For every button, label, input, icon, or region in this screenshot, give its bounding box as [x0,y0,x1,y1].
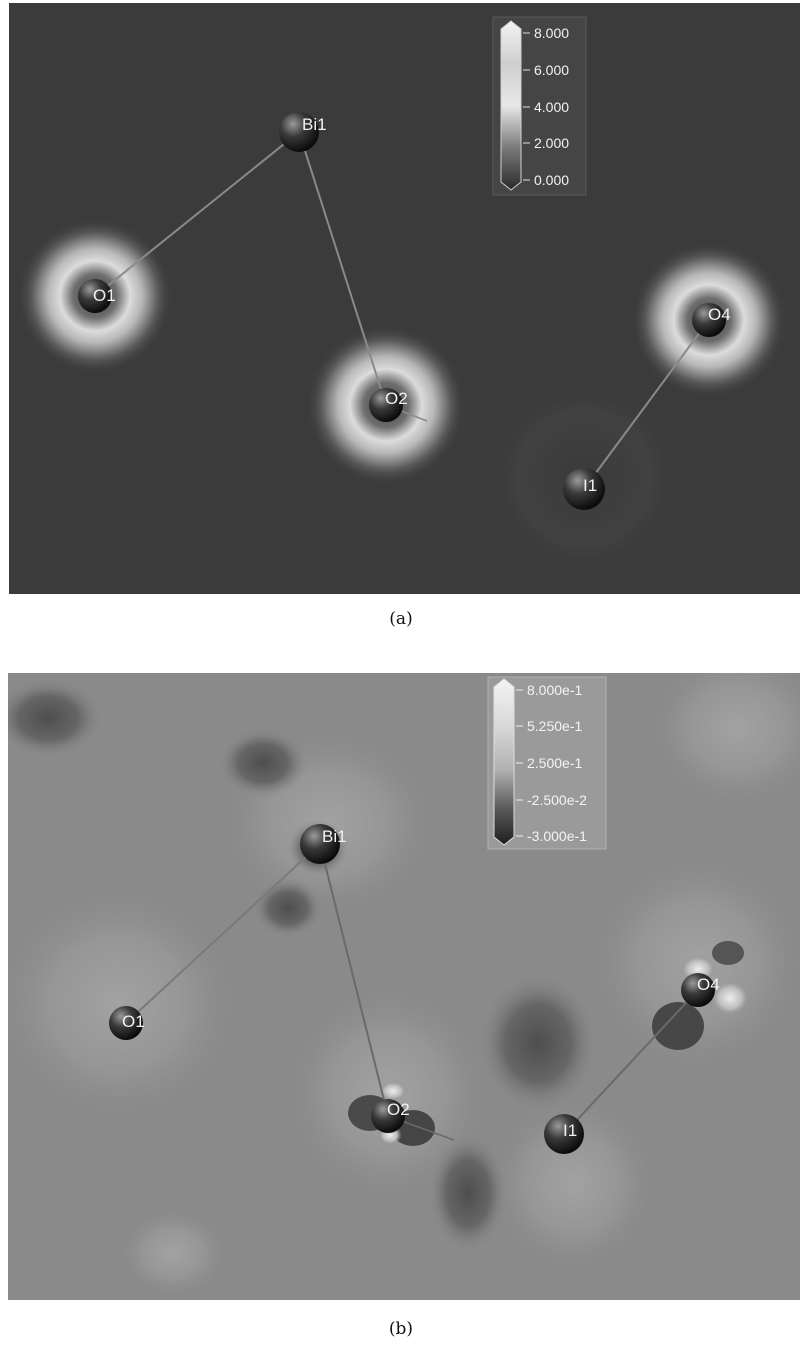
colorbar-scale [500,20,522,191]
atom-label-o2: O2 [387,1100,410,1119]
atom-o2 [369,388,403,422]
colorbar-b: 8.000e-1 5.250e-1 2.500e-1 -2.500e-2 -3.… [487,676,607,850]
colorbar-tick-label: 4.000 [534,99,569,115]
density-lobe [428,1133,508,1253]
caption-a: (a) [389,609,413,629]
density-lobe [478,973,598,1113]
atom-label-o4: O4 [708,305,731,324]
atom-label-o2: O2 [385,389,408,408]
atom-bi1 [300,824,340,864]
colorbar-tick-label: -2.500e-2 [527,792,587,808]
atom-label-o4: O4 [697,975,720,994]
density-lobe [0,883,243,1123]
colorbar-tick-label: 2.500e-1 [527,755,582,771]
colorbar-tick-label: -3.000e-1 [527,828,587,844]
density-map-panel-b: Bi1 O1 O2 O4 I1 8.000e-1 5.250e-1 2.500e… [0,648,802,1300]
density-map-b: Bi1 O1 O2 O4 I1 8.000e-1 5.250e-1 2.500e… [0,648,802,1300]
atom-i1 [563,468,605,510]
density-lobe [379,1081,407,1101]
atom-o2 [371,1099,405,1133]
atom-label-i1: I1 [563,1121,577,1140]
colorbar-scale [493,678,515,846]
colorbar-tick-label: 8.000 [534,25,569,41]
density-lobe [712,941,744,965]
density-lobe [710,980,750,1016]
atom-o4 [692,303,726,337]
density-lobe [652,1002,704,1050]
atom-label-bi1: Bi1 [302,115,327,134]
density-map-a: Bi1 O1 O2 O4 I1 8.000 6.000 4.000 2.000 … [9,3,800,594]
density-lobe [488,1093,658,1273]
density-lobe [253,878,323,938]
density-lobe [648,648,802,808]
caption-b: (b) [388,1319,414,1339]
colorbar-tick-label: 6.000 [534,62,569,78]
atom-bi1 [279,112,319,152]
bond-bi1-o2 [319,843,389,1117]
bond-bi1-o1 [125,843,321,1024]
colorbar-tick-label: 2.000 [534,135,569,151]
bond-bi1-o2 [298,131,387,406]
colorbar-tick-label: 5.250e-1 [527,718,582,734]
atom-label-o1: O1 [122,1012,145,1031]
bond-o4-i1 [583,319,710,490]
colorbar-tick-label: 8.000e-1 [527,682,582,698]
density-lobe [0,678,103,758]
atom-o1 [109,1006,143,1040]
colorbar-a: 8.000 6.000 4.000 2.000 0.000 [492,16,587,196]
density-map-panel-a: Bi1 O1 O2 O4 I1 8.000 6.000 4.000 2.000 … [9,3,800,594]
colorbar-tick-label: 0.000 [534,172,569,188]
atom-label-i1: I1 [583,476,597,495]
bond-o4-i1 [563,989,699,1135]
atom-label-bi1: Bi1 [322,827,347,846]
density-lobe [118,1208,228,1298]
atom-label-o1: O1 [93,286,116,305]
density-lobe [218,728,308,798]
bond-bi1-o1 [94,131,300,297]
atom-o4 [681,973,715,1007]
atom-i1 [544,1114,584,1154]
atom-o1 [78,279,112,313]
